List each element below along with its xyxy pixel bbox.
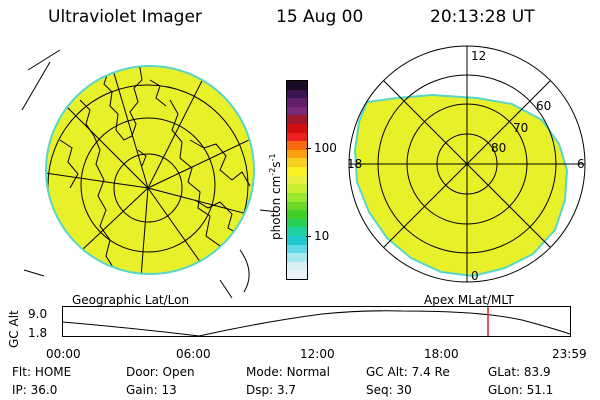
colorbar-swatch [287, 115, 307, 125]
unit-text-s: s [269, 161, 283, 168]
status-door: Door: Open [126, 365, 195, 379]
coastline [59, 139, 79, 189]
timeline-xtick-1200: 12:00 [300, 347, 335, 361]
colorbar-swatch [287, 89, 307, 99]
status-gain: Gain: 13 [126, 383, 177, 397]
graticule-arc [219, 279, 233, 299]
lat-label-70: 70 [513, 121, 528, 135]
timeline-xtick-2359: 23:59 [552, 347, 587, 361]
colorbar-swatch [287, 175, 307, 185]
emission-region-right [353, 93, 569, 278]
colorbar-swatch [287, 270, 307, 280]
status-glon: GLon: 51.1 [488, 383, 554, 397]
status-flt: Flt: HOME [12, 365, 72, 379]
graticule-arc [23, 269, 45, 277]
unit-exp-2: -1 [268, 153, 277, 162]
lat-label-60: 60 [536, 99, 551, 113]
altitude-timeline [62, 306, 571, 337]
latitude-circle-mid [80, 117, 216, 253]
timeline-xtick-1800: 18:00 [424, 347, 459, 361]
graticule-arc [27, 49, 61, 71]
mlt-label-0: 0 [471, 269, 479, 283]
colorbar-tick-100 [306, 148, 311, 149]
timeline-ytick-9: 9.0 [28, 307, 48, 321]
colorbar-swatch [287, 149, 307, 159]
status-seq: Seq: 30 [366, 383, 412, 397]
colorbar-tick-label-10: 10 [314, 229, 330, 243]
colorbar-swatch [287, 141, 307, 150]
colorbar-swatch [287, 201, 307, 211]
coastline [169, 99, 221, 263]
mlt-label-18: 18 [347, 157, 362, 171]
graticule-arc [239, 249, 250, 293]
right-panel-label: Apex MLat/MLT [424, 293, 514, 307]
colorbar-swatch [287, 158, 307, 168]
status-gc-alt: GC Alt: 7.4 Re [366, 365, 450, 379]
colorbar-swatch [287, 81, 307, 90]
colorbar-swatch [287, 184, 307, 193]
left-panel-label: Geographic Lat/Lon [72, 293, 190, 307]
colorbar-unit-label: photon cm-2s-1 [268, 153, 283, 240]
date-label: 15 Aug 00 [276, 7, 364, 27]
timeline-xtick-0000: 00:00 [46, 347, 81, 361]
latitude-circle-inner [113, 153, 183, 223]
longitude-line [147, 187, 221, 273]
coastline [79, 99, 117, 273]
colorbar-tick-10 [306, 236, 311, 237]
longitude-line [109, 67, 149, 189]
status-glat: GLat: 83.9 [488, 365, 551, 379]
coastline [137, 149, 147, 167]
instrument-title: Ultraviolet Imager [48, 7, 202, 27]
altitude-curve [62, 310, 571, 337]
colorbar-swatch [287, 132, 307, 142]
mlt-label-6: 6 [577, 157, 585, 171]
time-label: 20:13:28 UT [430, 7, 535, 27]
timeline-xtick-0600: 06:00 [176, 347, 211, 361]
timeline-frame [62, 306, 571, 337]
graticule-arc [259, 209, 279, 213]
coastline [101, 67, 143, 141]
coastline [194, 199, 243, 237]
colorbar-swatch [287, 235, 307, 245]
colorbar-swatch [287, 218, 307, 228]
colorbar-swatch [287, 106, 307, 116]
status-mode: Mode: Normal [246, 365, 330, 379]
coastline [149, 79, 167, 107]
status-ip: IP: 36.0 [12, 383, 58, 397]
timeline-ytick-1: 1.8 [28, 326, 48, 340]
mlt-label-12: 12 [471, 49, 486, 63]
colorbar-swatch [287, 167, 307, 176]
emission-disk-left [45, 65, 255, 275]
colorbar [286, 80, 308, 280]
coastline [189, 139, 251, 187]
colorbar-swatch [287, 124, 307, 133]
colorbar-swatch [287, 244, 307, 254]
unit-exp-1: -2 [268, 167, 277, 176]
longitude-line [47, 169, 149, 189]
longitude-line [139, 187, 149, 273]
colorbar-swatch [287, 192, 307, 202]
timeline-axis-label: GC Alt [7, 310, 21, 348]
colorbar-swatch [287, 227, 307, 236]
colorbar-swatch [287, 210, 307, 219]
colorbar-tick-label-100: 100 [314, 141, 337, 155]
graticule-arc [21, 61, 51, 111]
lat-label-80: 80 [491, 141, 506, 155]
apex-polar-plot: 12 18 6 0 60 70 80 [347, 45, 586, 283]
mlt-line-diag [383, 80, 551, 248]
status-dsp: Dsp: 3.7 [246, 383, 297, 397]
colorbar-swatch [287, 261, 307, 271]
geographic-image [21, 49, 279, 299]
colorbar-swatch [287, 98, 307, 107]
unit-text: photon cm [269, 175, 283, 240]
colorbar-swatch [287, 253, 307, 262]
